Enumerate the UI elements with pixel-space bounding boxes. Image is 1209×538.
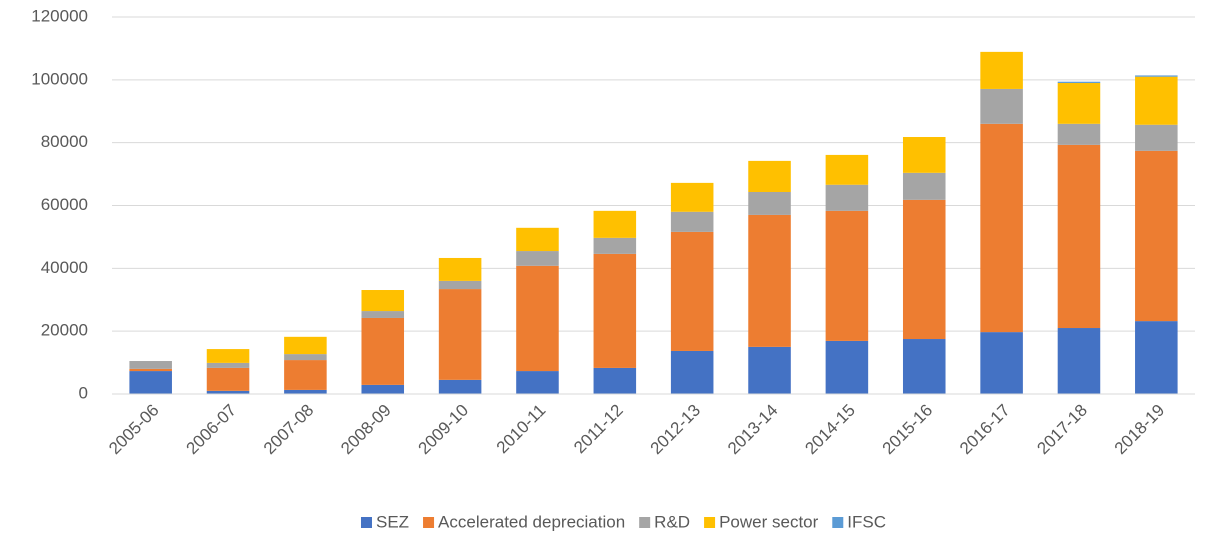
bar-segment (1057, 123, 1101, 145)
bar-segment (438, 379, 482, 394)
y-tick-label: 60000 (41, 195, 88, 214)
x-tick-label: 2014-15 (801, 401, 859, 459)
bar-segment (206, 390, 250, 394)
bar-segment (206, 367, 250, 391)
x-tick-label: 2017-18 (1033, 401, 1091, 459)
bar-segment (516, 227, 559, 252)
bar-segment (748, 346, 791, 394)
bar-segment (129, 368, 172, 372)
bar-segment (902, 199, 946, 340)
bar-segment (438, 257, 482, 281)
bar-segment (980, 51, 1023, 89)
x-tick-label: 2016-17 (956, 401, 1014, 459)
legend-swatch (704, 517, 716, 528)
bar-segment (593, 253, 637, 368)
legend-swatch (639, 517, 651, 528)
y-tick-label: 100000 (31, 69, 88, 88)
x-tick-label: 2011-12 (570, 401, 627, 458)
bar-segment (206, 362, 250, 368)
x-tick-label: 2012-13 (647, 401, 705, 459)
bar-segment (361, 317, 405, 385)
legend-label: Accelerated depreciation (438, 512, 625, 531)
bar-segment (670, 182, 714, 212)
legend-label: R&D (654, 512, 690, 531)
y-tick-label: 0 (79, 383, 88, 402)
bar-segment (438, 280, 482, 290)
bar-segment (516, 265, 559, 372)
bar-segment (361, 384, 405, 394)
bar-segment (825, 184, 869, 211)
y-tick-label: 40000 (41, 258, 88, 277)
legend-label: IFSC (847, 512, 886, 531)
bar-segment (1057, 328, 1101, 394)
bar-segment (593, 210, 637, 238)
bar-segment (902, 137, 946, 173)
bar-segment (1135, 150, 1178, 322)
bar-segment (1057, 144, 1101, 329)
bar-segment (516, 251, 559, 266)
bar-segment (670, 211, 714, 232)
bar-segment (1057, 81, 1101, 83)
bar-segment (284, 360, 327, 390)
y-tick-label: 120000 (31, 6, 88, 25)
x-tick-label: 2007-08 (260, 401, 318, 459)
bar-segment (593, 237, 637, 254)
bar-segment (670, 350, 714, 394)
x-tick-label: 2008-09 (337, 401, 395, 459)
bar-segment (1135, 124, 1178, 151)
bar-segment (748, 214, 791, 347)
legend-swatch (360, 517, 372, 528)
bar-segment (129, 361, 172, 369)
bar-segment (1057, 82, 1101, 124)
bar-segment (1135, 321, 1178, 394)
x-tick-label: 2013-14 (724, 401, 782, 459)
x-tick-label: 2010-11 (493, 401, 550, 458)
bar-segment (670, 231, 714, 351)
bar-segment (284, 354, 327, 361)
bar-segment (516, 371, 559, 394)
bar-segment (825, 210, 869, 341)
bar-segment (1135, 75, 1178, 77)
bar-segment (980, 332, 1023, 394)
x-tick-label: 2015-16 (879, 401, 937, 459)
bar-segment (825, 154, 869, 185)
y-tick-label: 20000 (41, 321, 88, 340)
legend-label: SEZ (376, 512, 409, 531)
bar-segment (361, 311, 405, 318)
legend-swatch (832, 517, 844, 528)
bar-segment (129, 371, 172, 394)
x-tick-label: 2009-10 (415, 401, 473, 459)
bar-segment (980, 88, 1023, 124)
bar-segment (748, 191, 791, 215)
bar-segment (902, 172, 946, 200)
bar-segment (1135, 76, 1178, 125)
x-tick-label: 2018-19 (1111, 401, 1169, 459)
bar-segment (748, 160, 791, 192)
bar-segment (825, 340, 869, 394)
legend-label: Power sector (719, 512, 819, 531)
bar-segment (902, 339, 946, 394)
bar-segment (284, 389, 327, 394)
y-tick-label: 80000 (41, 132, 88, 151)
bar-segment (438, 289, 482, 380)
bar-segment (980, 123, 1023, 333)
x-tick-label: 2006-07 (182, 401, 240, 459)
legend-swatch (423, 517, 435, 528)
bar-segment (593, 367, 637, 394)
bar-segment (361, 290, 405, 312)
x-tick-label: 2005-06 (105, 401, 163, 459)
bar-segment (206, 349, 250, 363)
bar-segment (284, 336, 327, 355)
